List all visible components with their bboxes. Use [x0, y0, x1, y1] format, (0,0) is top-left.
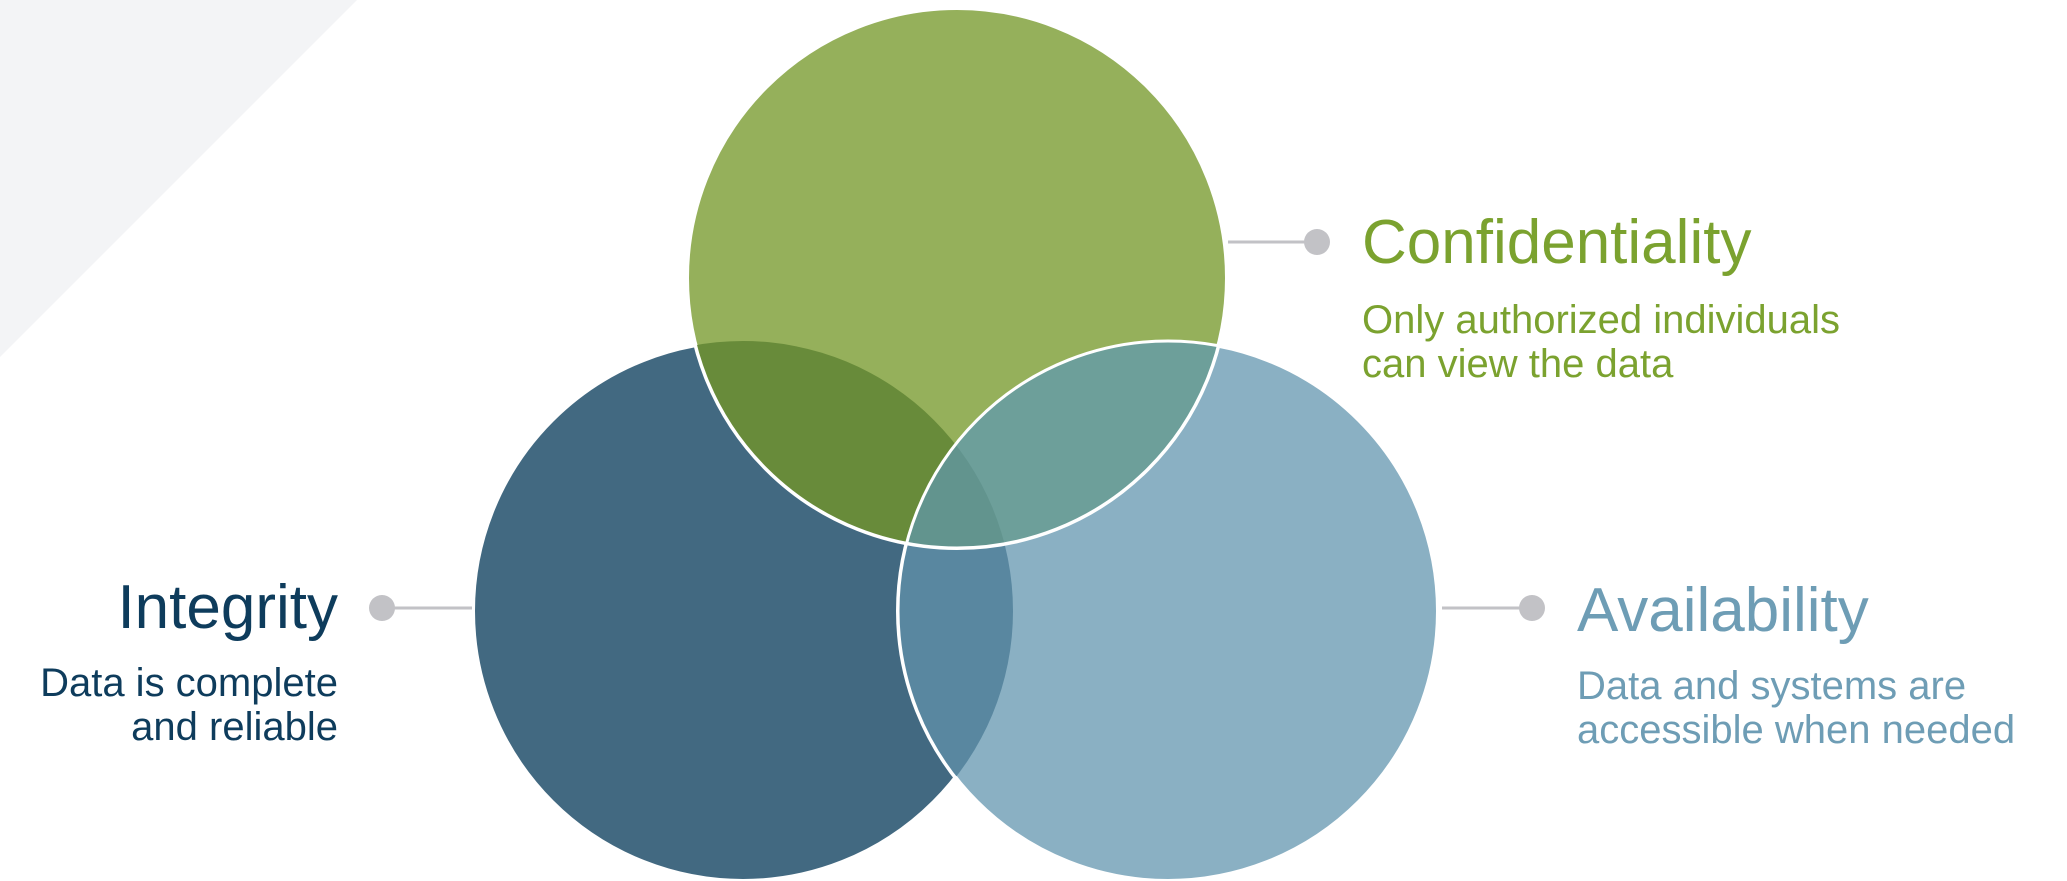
availability-connector-dot [1519, 595, 1545, 621]
background-triangle [0, 0, 357, 357]
integrity-desc-line-1: Data is complete [40, 661, 338, 705]
confidentiality-desc-line-1: Only authorized individuals [1362, 298, 1841, 342]
integrity-title: Integrity [117, 573, 338, 642]
confidentiality-outline [685, 6, 1229, 550]
confidentiality-desc-line-2: can view the data [1362, 342, 1674, 386]
confidentiality-integrity-overlap [687, 341, 1013, 548]
confidentiality-description: Only authorized individuals can view the… [1362, 298, 1840, 386]
confidentiality-title: Confidentiality [1362, 208, 1752, 277]
availability-title: Availability [1577, 576, 1869, 645]
availability-label-group: Availability Data and systems are access… [1577, 576, 2015, 753]
confidentiality-connector-dot [1304, 229, 1330, 255]
confidentiality-label-group: Confidentiality Only authorized individu… [1362, 208, 1840, 387]
availability-desc-line-1: Data and systems are [1577, 664, 1967, 708]
integrity-desc-line-2: and reliable [131, 705, 338, 749]
integrity-connector-dot [369, 595, 395, 621]
integrity-description: Data is complete and reliable [0, 661, 338, 749]
availability-desc-line-2: accessible when needed [1577, 708, 2016, 752]
availability-outline [896, 339, 1440, 881]
confidentiality-availability-overlap [898, 341, 1227, 548]
integrity-label-group: Integrity Data is complete and reliable [0, 573, 338, 750]
availability-description: Data and systems are accessible when nee… [1577, 664, 2015, 752]
